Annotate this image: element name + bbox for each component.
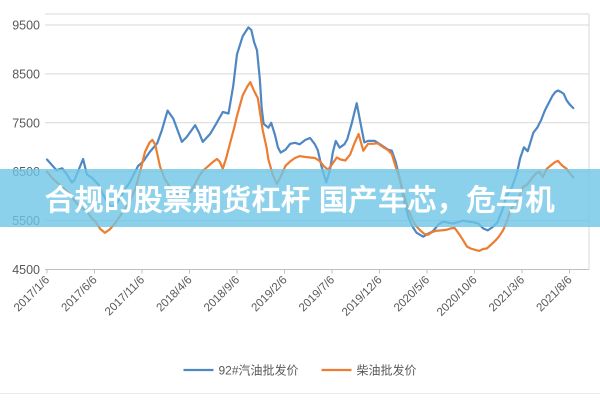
- x-axis-labels: 2017/1/6 2017/6/6 2017/11/6 2018/4/6 2018/9/…: [12, 274, 575, 319]
- legend-label-gasoline: 92#汽油批发价: [219, 363, 299, 378]
- y-tick-label: 4500: [12, 263, 40, 277]
- legend-label-diesel: 柴油批发价: [357, 363, 417, 378]
- x-tick-label: 2021/3/6: [487, 274, 527, 314]
- x-tick-label: 2017/11/6: [103, 274, 147, 318]
- x-tick-label: 2018/4/6: [154, 274, 194, 314]
- x-tick-label: 2019/7/6: [297, 274, 337, 314]
- x-tick-label: 2017/6/6: [59, 274, 99, 314]
- y-tick-label: 6500: [12, 165, 40, 179]
- x-tick-label: 2020/5/6: [392, 274, 432, 314]
- y-axis-labels: 9500 8500 7500 6500 5500 4500: [12, 19, 40, 278]
- y-tick-label: 8500: [12, 67, 40, 81]
- x-axis-ticks: [46, 269, 570, 274]
- legend: 92#汽油批发价 柴油批发价: [183, 363, 417, 378]
- x-tick-label: 2021/8/6: [534, 274, 574, 314]
- y-tick-label: 9500: [12, 19, 40, 33]
- x-tick-label: 2017/1/6: [12, 274, 52, 314]
- page-divider: [0, 393, 600, 394]
- series-line-diesel: [45, 81, 575, 252]
- y-tick-label: 5500: [12, 214, 40, 228]
- x-tick-label: 2019/2/6: [249, 274, 289, 314]
- x-tick-label: 2018/9/6: [202, 274, 242, 314]
- y-tick-label: 7500: [12, 116, 40, 130]
- x-tick-label: 2019/12/6: [340, 274, 385, 319]
- x-tick-label: 2020/10/6: [435, 274, 480, 319]
